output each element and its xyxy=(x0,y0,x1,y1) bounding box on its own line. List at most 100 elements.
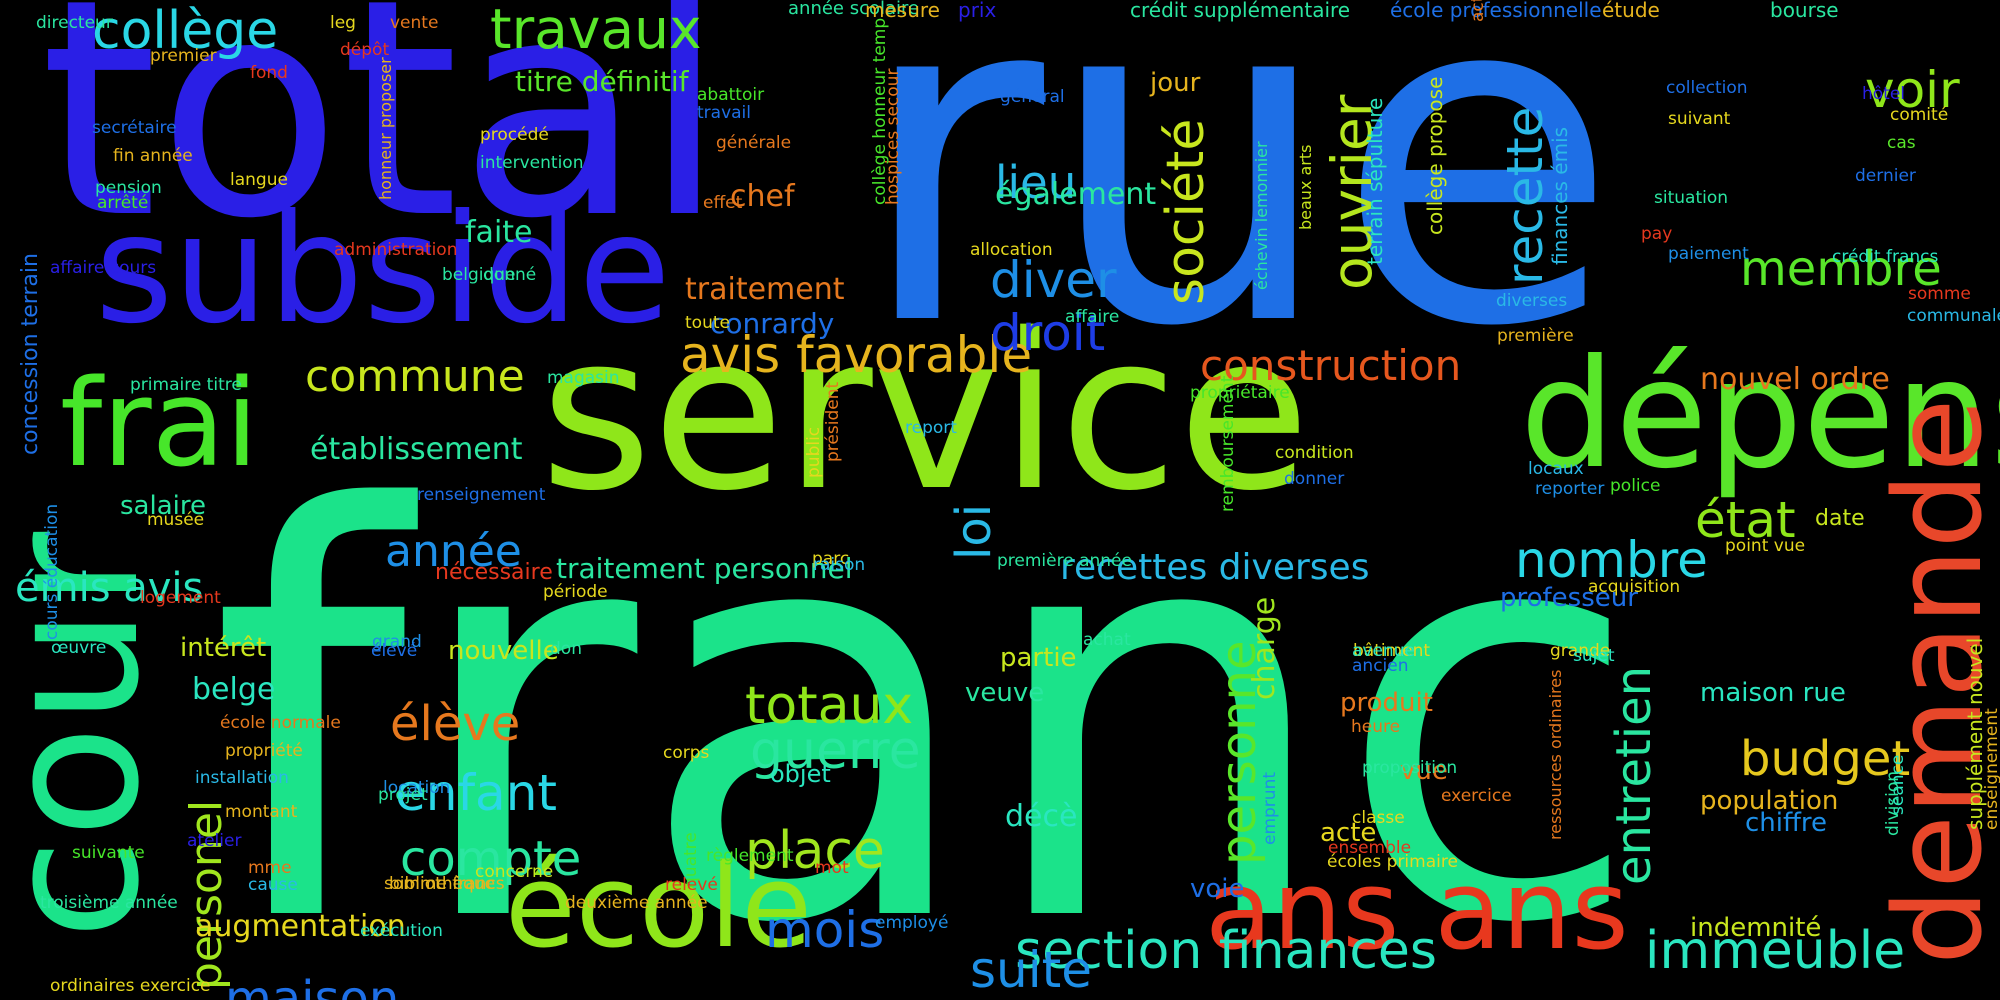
cloud-word: travaux xyxy=(490,0,702,61)
cloud-word: recettes diverses xyxy=(1060,547,1370,588)
cloud-word: intervention xyxy=(480,153,584,173)
cloud-word: recette xyxy=(1496,106,1554,285)
cloud-word: actuellement xyxy=(1468,0,1488,22)
cloud-word: entretien xyxy=(1606,665,1662,885)
cloud-word: population xyxy=(1700,786,1839,816)
cloud-word: service xyxy=(540,287,1311,538)
cloud-word: société xyxy=(1156,118,1216,305)
cloud-word: voir xyxy=(1865,61,1960,119)
cloud-word: chiffre xyxy=(1745,808,1828,838)
cloud-word: école xyxy=(505,840,813,974)
cloud-word: suivant xyxy=(1668,109,1731,129)
cloud-word: subside xyxy=(95,183,671,357)
cloud-word: maison xyxy=(225,971,400,1000)
cloud-word: établissement xyxy=(310,432,523,467)
cloud-word: propriétaire xyxy=(1190,383,1290,403)
cloud-word: logement xyxy=(140,588,221,608)
cloud-word: fond xyxy=(250,63,288,83)
cloud-word: école professionnelle xyxy=(1390,0,1602,22)
cloud-word: avis favorable xyxy=(680,326,1033,384)
cloud-word: ancien xyxy=(1352,656,1409,676)
cloud-word: chef xyxy=(730,179,795,214)
cloud-word: ressources ordinaires xyxy=(1546,669,1565,840)
cloud-word: diver xyxy=(990,251,1117,309)
cloud-word: prix xyxy=(958,0,997,22)
cloud-word: mois xyxy=(765,901,885,959)
cloud-word: terrain sépulture xyxy=(1363,97,1387,265)
cloud-word: belge xyxy=(192,672,276,707)
cloud-word: paiement xyxy=(1668,244,1749,264)
cloud-word: ensemble xyxy=(1328,838,1412,858)
cloud-word: conrardy xyxy=(710,307,835,340)
cloud-word: cas xyxy=(1887,133,1916,153)
cloud-word: collège propose xyxy=(1423,76,1447,235)
cloud-word: acte xyxy=(1320,818,1377,848)
cloud-word: achat xyxy=(1083,630,1131,650)
cloud-word: donner xyxy=(1284,469,1345,489)
cloud-word: faite xyxy=(465,215,533,250)
cloud-word: comité xyxy=(1890,105,1949,125)
cloud-word: élevé xyxy=(371,641,418,661)
cloud-word: maison rue xyxy=(1700,678,1846,708)
cloud-word: employé xyxy=(875,913,949,933)
cloud-word: jour xyxy=(1150,68,1201,98)
cloud-word: proposition xyxy=(1362,758,1458,778)
cloud-word: émis avis xyxy=(15,565,204,611)
cloud-word: indemnité xyxy=(1690,913,1822,943)
cloud-word: président xyxy=(823,381,843,462)
cloud-word: loi xyxy=(946,503,1002,560)
cloud-word: suivante xyxy=(72,843,145,863)
cloud-word: concerne xyxy=(475,862,554,882)
cloud-word: section finances xyxy=(1015,921,1438,981)
cloud-word: situation xyxy=(1654,188,1729,208)
cloud-word: directeur xyxy=(36,13,113,33)
cloud-word: allocation xyxy=(970,240,1053,260)
cloud-word: pension xyxy=(95,178,162,198)
cloud-word: beaux arts xyxy=(1296,144,1315,231)
cloud-word: personel xyxy=(181,799,232,990)
cloud-word: commune xyxy=(305,351,525,402)
cloud-word: intérêt xyxy=(180,633,267,663)
cloud-word: également xyxy=(995,177,1157,212)
cloud-word: enseignement xyxy=(1982,708,2000,830)
cloud-word: communale xyxy=(1907,306,2000,326)
cloud-word: nouvel ordre xyxy=(1700,362,1890,397)
cloud-word: suite xyxy=(970,941,1092,999)
cloud-word: budget xyxy=(1740,731,1911,787)
cloud-word: remboursement xyxy=(1218,375,1238,512)
cloud-word: dernier xyxy=(1855,166,1916,186)
cloud-word: produit xyxy=(1340,688,1433,718)
cloud-word: leg xyxy=(330,13,356,33)
cloud-word: bâtiment xyxy=(1353,641,1431,661)
cloud-word: ans ans xyxy=(1205,846,1629,974)
cloud-word: langue xyxy=(230,170,288,190)
cloud-word: frai xyxy=(60,355,259,494)
cloud-word: rue xyxy=(855,0,1619,427)
cloud-word: heure xyxy=(1351,717,1401,737)
cloud-word: guerre xyxy=(750,721,921,781)
cloud-word: arrêté xyxy=(97,193,149,213)
cloud-word: deuxième année xyxy=(565,893,708,913)
cloud-word: administration xyxy=(334,240,458,260)
cloud-word: renseignement xyxy=(417,485,546,505)
cloud-word: total xyxy=(40,0,726,284)
cloud-word: exécution xyxy=(360,921,443,941)
cloud-word: mme xyxy=(248,858,292,878)
cloud-word: atelier xyxy=(187,831,242,851)
cloud-word: affaire xyxy=(1065,307,1120,327)
cloud-word: bibliothèque xyxy=(389,874,496,894)
cloud-word: année scolaire xyxy=(788,0,920,19)
cloud-word: relevé xyxy=(665,875,718,895)
cloud-word: crédit supplémentaire xyxy=(1130,0,1351,22)
cloud-word: professeur xyxy=(1500,583,1638,613)
cloud-word: toute xyxy=(685,313,730,333)
cloud-word: place xyxy=(745,821,885,881)
cloud-word: affaire cours xyxy=(50,258,157,278)
cloud-word: montant xyxy=(225,802,298,822)
cloud-word: vue xyxy=(1400,756,1448,786)
cloud-word: belgique xyxy=(442,265,516,285)
cloud-word: état xyxy=(1695,491,1796,549)
cloud-word: enfant xyxy=(395,764,557,822)
cloud-word: immeuble xyxy=(1645,921,1906,981)
